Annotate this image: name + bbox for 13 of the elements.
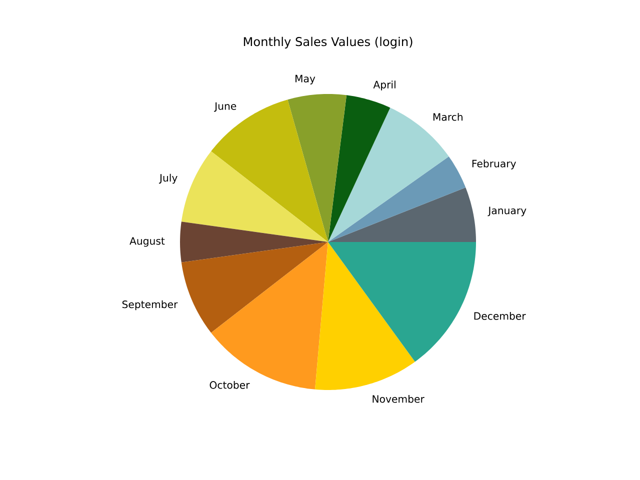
- slice-label: February: [472, 160, 516, 170]
- slice-label: January: [488, 206, 526, 216]
- slice-label: July: [158, 174, 178, 184]
- slice-label: October: [210, 380, 250, 389]
- chart-title: Monthly Sales Values (login): [244, 36, 412, 49]
- slice-label: November: [372, 394, 424, 403]
- slice-label: August: [130, 237, 165, 247]
- slice-label: December: [474, 312, 526, 320]
- slice-label: May: [296, 74, 316, 84]
- slice-label: June: [214, 102, 236, 112]
- slice-label: September: [122, 300, 178, 310]
- slice-label: March: [433, 112, 462, 121]
- slice-label: April: [373, 80, 396, 90]
